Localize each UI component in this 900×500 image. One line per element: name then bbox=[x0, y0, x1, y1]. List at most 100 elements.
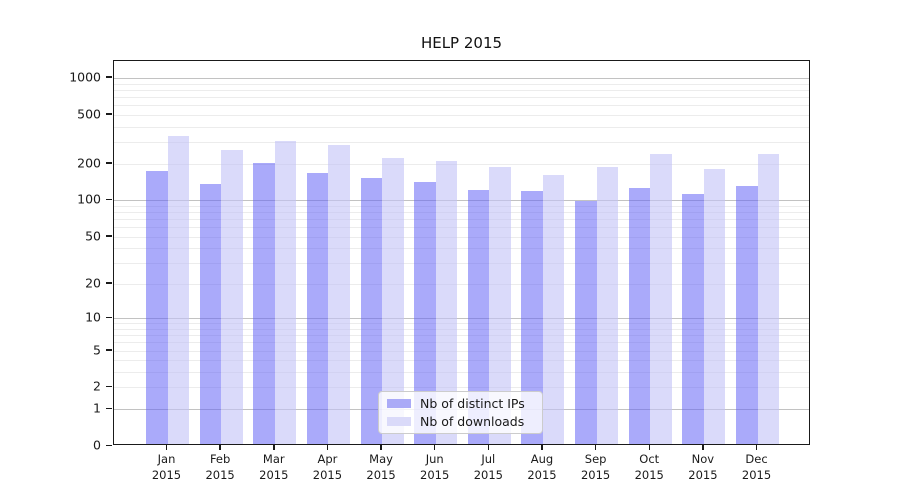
bar-downloads bbox=[542, 174, 565, 444]
bar-distinct-ips bbox=[414, 182, 436, 444]
x-tick-year: 2015 bbox=[634, 468, 664, 482]
legend-label-distinct-ips: Nb of distinct IPs bbox=[420, 396, 525, 411]
y-tick-label: 0 bbox=[93, 437, 101, 453]
x-tick-year: 2015 bbox=[151, 468, 182, 482]
x-tick-label: Jan 2015 bbox=[137, 451, 197, 483]
y-tick-mark bbox=[106, 282, 112, 284]
x-tick-year: 2015 bbox=[420, 468, 450, 482]
minor-gridline bbox=[114, 114, 809, 116]
x-tick-month: Oct bbox=[639, 452, 660, 466]
x-tick-year: 2015 bbox=[580, 468, 611, 482]
x-tick-mark bbox=[326, 445, 329, 450]
major-gridline bbox=[114, 77, 809, 79]
minor-gridline bbox=[114, 342, 809, 344]
x-tick-mark bbox=[648, 445, 650, 450]
x-tick-year: 2015 bbox=[205, 468, 235, 482]
bar-distinct-ips bbox=[360, 178, 383, 444]
legend-item-distinct-ips: Nb of distinct IPs bbox=[387, 396, 534, 411]
y-tick-label: 2 bbox=[93, 378, 101, 394]
x-tick-label: Aug 2015 bbox=[512, 451, 572, 483]
x-tick-mark bbox=[219, 445, 221, 450]
x-tick-mark bbox=[755, 445, 758, 450]
y-tick-label: 10 bbox=[85, 309, 101, 325]
x-tick-year: 2015 bbox=[312, 468, 343, 482]
minor-gridline bbox=[114, 236, 809, 238]
minor-gridline bbox=[114, 350, 809, 352]
bar-downloads bbox=[274, 141, 297, 444]
x-tick-label: Mar 2015 bbox=[244, 451, 304, 483]
y-tick-mark bbox=[106, 162, 112, 164]
chart-title: HELP 2015 bbox=[420, 34, 503, 52]
minor-gridline bbox=[114, 218, 809, 220]
legend-item-downloads: Nb of downloads bbox=[387, 414, 534, 429]
bar-downloads bbox=[382, 158, 404, 444]
y-tick-label: 200 bbox=[77, 155, 101, 170]
minor-gridline bbox=[114, 89, 809, 91]
bar-downloads bbox=[650, 153, 672, 444]
x-tick-label: Nov 2015 bbox=[673, 451, 733, 483]
x-tick-month: Dec bbox=[745, 452, 768, 466]
minor-gridline bbox=[114, 323, 809, 325]
x-tick-month: Jun bbox=[425, 452, 444, 466]
minor-gridline bbox=[114, 141, 809, 143]
bar-distinct-ips bbox=[628, 188, 651, 444]
minor-gridline bbox=[114, 248, 809, 250]
legend-swatch-distinct-ips bbox=[387, 399, 411, 408]
bar-downloads bbox=[221, 149, 243, 444]
x-tick-month: Aug bbox=[530, 452, 554, 466]
y-tick-mark bbox=[106, 407, 112, 410]
minor-gridline bbox=[114, 96, 809, 98]
plot-area bbox=[113, 60, 810, 445]
minor-gridline bbox=[114, 126, 809, 128]
x-tick-year: 2015 bbox=[741, 468, 772, 482]
x-tick-month: Jan bbox=[157, 452, 176, 466]
x-tick-mark bbox=[433, 445, 436, 450]
x-tick-mark bbox=[273, 445, 275, 450]
minor-gridline bbox=[114, 372, 809, 374]
x-tick-mark bbox=[487, 445, 490, 450]
y-tick-mark bbox=[106, 76, 112, 78]
minor-gridline bbox=[114, 387, 809, 389]
bar-downloads bbox=[489, 166, 511, 444]
y-tick-label: 50 bbox=[85, 228, 101, 244]
y-tick-label: 5 bbox=[93, 342, 101, 358]
x-tick-month: Jul bbox=[481, 452, 496, 466]
x-tick-label: Apr 2015 bbox=[297, 451, 357, 483]
x-tick-year: 2015 bbox=[366, 468, 396, 482]
x-tick-year: 2015 bbox=[688, 468, 718, 482]
y-tick-mark bbox=[106, 385, 112, 388]
minor-gridline bbox=[114, 227, 809, 229]
bar-downloads bbox=[703, 168, 726, 444]
bar-distinct-ips bbox=[575, 201, 597, 444]
x-tick-mark bbox=[165, 445, 168, 450]
y-tick-mark bbox=[106, 113, 112, 115]
bar-distinct-ips bbox=[521, 191, 543, 444]
x-tick-label: Feb 2015 bbox=[190, 451, 250, 483]
minor-gridline bbox=[114, 211, 809, 213]
y-tick-label: 1000 bbox=[69, 69, 101, 85]
x-tick-label: Jul 2015 bbox=[458, 451, 518, 483]
y-tick-label: 20 bbox=[85, 275, 101, 291]
x-tick-mark bbox=[594, 445, 597, 450]
bar-distinct-ips bbox=[467, 190, 490, 444]
y-tick-mark bbox=[106, 316, 112, 319]
bar-distinct-ips bbox=[146, 170, 168, 444]
x-tick-mark bbox=[380, 445, 382, 450]
legend: Nb of distinct IPs Nb of downloads bbox=[378, 391, 543, 434]
legend-label-downloads: Nb of downloads bbox=[420, 414, 525, 429]
y-tick-mark bbox=[106, 349, 112, 351]
major-gridline bbox=[114, 318, 809, 320]
x-tick-year: 2015 bbox=[259, 468, 289, 482]
bar-distinct-ips bbox=[682, 193, 704, 444]
legend-swatch-downloads bbox=[387, 417, 411, 426]
bar-distinct-ips bbox=[736, 185, 758, 444]
x-tick-mark bbox=[541, 445, 543, 450]
y-tick-mark bbox=[106, 198, 112, 201]
minor-gridline bbox=[114, 205, 809, 207]
x-tick-label: Sep 2015 bbox=[566, 451, 626, 483]
x-tick-label: Jun 2015 bbox=[405, 451, 465, 483]
x-tick-year: 2015 bbox=[527, 468, 557, 482]
bar-distinct-ips bbox=[199, 183, 222, 444]
x-tick-month: Mar bbox=[262, 452, 285, 466]
bar-distinct-ips bbox=[253, 162, 275, 444]
